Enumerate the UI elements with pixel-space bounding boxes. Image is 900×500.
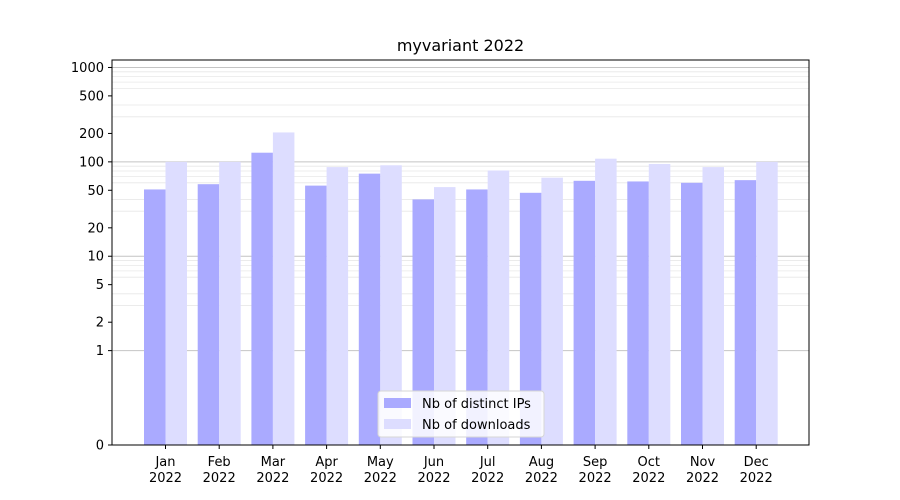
bar-downloads [541, 177, 563, 446]
x-tick-label-year: 2022 [740, 471, 773, 486]
bar-distinct-ips [734, 180, 757, 445]
x-tick-label-year: 2022 [471, 471, 504, 486]
bars [144, 132, 778, 446]
x-tick-label-year: 2022 [149, 471, 182, 486]
x-tick-label-month: Jul [479, 455, 496, 470]
bar-downloads [219, 161, 241, 445]
x-tick-label-month: Jun [423, 455, 444, 470]
x-tick-label-month: Sep [583, 455, 608, 470]
x-tick-label-year: 2022 [686, 471, 719, 486]
x-tick-label-year: 2022 [310, 471, 343, 486]
x-tick-label-month: Aug [529, 455, 554, 470]
bar-distinct-ips [358, 173, 381, 446]
bar-downloads [380, 165, 402, 445]
bar-downloads [702, 167, 724, 445]
bar-downloads [272, 132, 295, 445]
legend: Nb of distinct IPs Nb of downloads [377, 390, 545, 438]
y-axis: 0 1 2 5 10 20 50 100 200 500 1000 [71, 61, 112, 454]
x-tick-label-month: Feb [208, 455, 231, 470]
y-tick-label: 50 [87, 184, 104, 199]
bar-downloads [434, 187, 456, 446]
x-tick-label-year: 2022 [632, 471, 665, 486]
y-tick-label: 20 [87, 221, 104, 236]
y-tick-label: 1 [96, 344, 104, 359]
x-tick-label-year: 2022 [203, 471, 236, 486]
x-tick-label-month: Mar [261, 455, 286, 470]
plot-area [111, 59, 810, 446]
y-tick-label: 10 [87, 250, 104, 265]
y-tick-label: 1000 [71, 61, 104, 76]
bar-distinct-ips [573, 180, 596, 445]
bar-distinct-ips [519, 192, 542, 445]
x-tick-label-year: 2022 [579, 471, 612, 486]
legend-label: Nb of distinct IPs [422, 397, 531, 412]
x-tick-label-year: 2022 [525, 471, 558, 486]
x-tick-label-month: May [367, 455, 394, 470]
bar-distinct-ips [197, 184, 220, 445]
y-tick-label: 5 [96, 278, 104, 293]
bar-downloads [595, 158, 617, 445]
bar-distinct-ips [627, 181, 649, 445]
y-tick-label: 100 [79, 155, 104, 170]
bar-downloads [326, 167, 349, 445]
y-tick-label: 500 [79, 89, 104, 104]
x-tick-label-month: Apr [315, 455, 338, 470]
legend-swatch [384, 398, 411, 408]
bar-distinct-ips [144, 189, 166, 445]
x-tick-label-month: Oct [638, 455, 660, 470]
x-tick-label-month: Nov [690, 455, 716, 470]
x-tick-label-year: 2022 [256, 471, 289, 486]
x-tick-label-month: Jan [154, 455, 175, 470]
bar-distinct-ips [681, 182, 703, 445]
bar-distinct-ips [412, 199, 434, 445]
bar-distinct-ips [305, 185, 327, 445]
y-tick-label: 0 [96, 439, 104, 454]
bar-downloads [487, 170, 510, 445]
y-tick-label: 200 [79, 127, 104, 142]
x-tick-label-year: 2022 [417, 471, 450, 486]
bar-distinct-ips [251, 152, 273, 445]
legend-swatch [384, 419, 411, 429]
bar-distinct-ips [466, 189, 488, 445]
bar-downloads [165, 161, 187, 445]
x-axis: Jan2022Feb2022Mar2022Apr2022May2022Jun20… [149, 445, 773, 486]
x-tick-label-month: Dec [744, 455, 769, 470]
legend-label: Nb of downloads [422, 418, 531, 433]
bar-downloads [756, 161, 778, 445]
y-tick-label: 2 [96, 316, 104, 331]
legend-box [377, 390, 545, 438]
x-tick-label-year: 2022 [364, 471, 397, 486]
chart-title: myvariant 2022 [397, 36, 524, 55]
bar-downloads [648, 163, 671, 445]
